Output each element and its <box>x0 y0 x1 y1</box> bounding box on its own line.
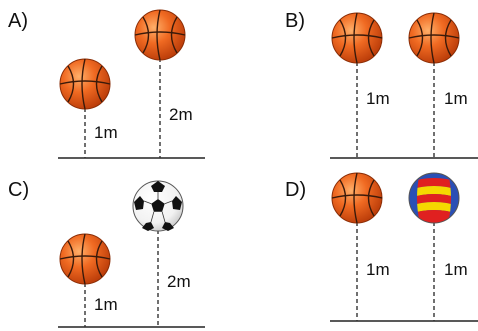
panel-a-label: A) <box>8 10 28 32</box>
basketball-icon <box>331 12 383 64</box>
panel-c-label: C) <box>8 179 29 201</box>
panel-b-label: B) <box>285 10 305 32</box>
panel-d-height-right: 1m <box>444 260 468 279</box>
basketball-icon <box>59 233 111 285</box>
volleyball-icon <box>408 172 460 224</box>
basketball-icon <box>408 12 460 64</box>
panel-c: C) 1m 2m <box>8 179 205 328</box>
panel-a: A) 1m 2m <box>8 9 205 159</box>
panel-b-height-left: 1m <box>366 89 390 108</box>
panel-a-height-left: 1m <box>94 123 118 142</box>
basketball-icon <box>59 58 111 110</box>
panel-b: B) 1m 1m <box>285 10 478 159</box>
panel-d-height-left: 1m <box>366 260 390 279</box>
basketball-icon <box>331 172 383 224</box>
panel-d: D) 1m 1m <box>285 172 478 322</box>
soccer-ball-icon <box>132 180 184 232</box>
basketball-icon <box>134 9 186 61</box>
panel-b-height-right: 1m <box>444 89 468 108</box>
panel-d-label: D) <box>285 179 306 201</box>
panel-a-height-right: 2m <box>169 105 193 124</box>
panel-c-height-right: 2m <box>167 272 191 291</box>
panel-c-height-left: 1m <box>94 295 118 314</box>
